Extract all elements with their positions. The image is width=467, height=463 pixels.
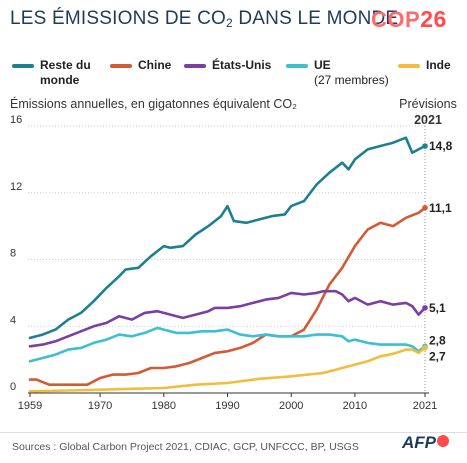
legend-swatch (398, 64, 420, 68)
y-tick-label: 16 (10, 114, 22, 126)
legend-label: Reste du (40, 58, 91, 72)
series-end-point (422, 204, 428, 211)
y-tick-label: 12 (10, 181, 22, 193)
legend-label: Inde (426, 58, 451, 72)
afp-logo: AFP (402, 433, 449, 453)
series-line-2 (28, 289, 427, 348)
series-line-3 (28, 326, 427, 363)
x-tick-label: 2021 (413, 400, 437, 412)
divider (0, 432, 467, 433)
y-tick-label: 0 (10, 381, 16, 393)
forecast-label: Prévisions 2021 (396, 96, 460, 128)
legend-swatch (286, 64, 308, 68)
legend-label-line2: monde (40, 73, 80, 87)
y-tick-label: 8 (10, 248, 16, 260)
cop26-logo: COP26 (371, 6, 447, 32)
afp-dot-icon (437, 435, 449, 447)
x-tick-label: 2000 (279, 400, 303, 412)
series-end-label: 2,8 (429, 333, 446, 347)
x-tick-label: 1970 (88, 400, 112, 412)
x-tick-label: 1990 (215, 400, 239, 412)
legend-swatch (110, 64, 132, 68)
legend-label: Chine (138, 58, 172, 72)
x-tick-label: 1980 (152, 400, 176, 412)
chart-subtitle: Émissions annuelles, en gigatonnes équiv… (10, 97, 297, 111)
source-text: Sources : Global Carbon Project 2021, CD… (12, 441, 359, 453)
legend-sublabel: (27 membres) (314, 73, 389, 87)
forecast-year: 2021 (414, 113, 442, 127)
legend-swatch (184, 64, 206, 68)
page-title: LES ÉMISSIONS DE CO2 DANS LE MONDE (10, 8, 399, 30)
series-end-point (422, 143, 428, 149)
series-end-point (422, 305, 428, 311)
x-tick-label: 2010 (343, 400, 367, 412)
legend-label: UE (314, 58, 331, 72)
forecast-text: Prévisions (399, 97, 457, 111)
series-end-label: 5,1 (429, 301, 446, 315)
series-line-1 (28, 206, 427, 386)
series-end-point (422, 345, 428, 351)
series-line-4 (28, 346, 427, 393)
series-end-label: 2,7 (429, 349, 446, 363)
series-line-0 (28, 136, 427, 340)
legend-label: États-Unis (212, 58, 272, 72)
legend-swatch (12, 64, 34, 68)
series-end-label: 14,8 (429, 139, 453, 153)
x-tick-label: 1959 (18, 400, 42, 412)
series-end-label: 11,1 (429, 201, 452, 215)
y-tick-label: 4 (10, 314, 16, 326)
